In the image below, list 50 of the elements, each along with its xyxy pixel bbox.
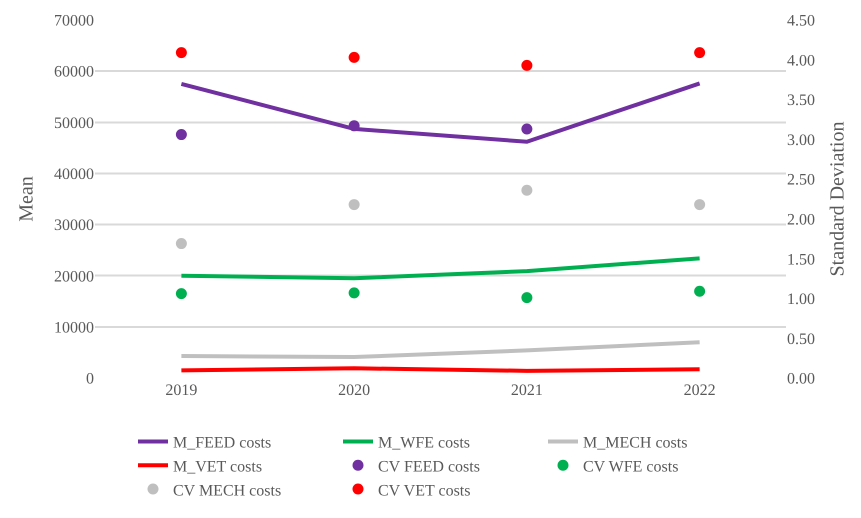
- y-tick-label: 70000: [54, 12, 94, 30]
- point: [694, 286, 706, 297]
- point: [348, 52, 360, 63]
- point: [176, 288, 187, 300]
- legend-label: CV FEED costs: [378, 458, 480, 476]
- point: [694, 199, 706, 210]
- x-tick-label: 2019: [165, 382, 198, 399]
- legend-label: CV WFE costs: [583, 458, 678, 476]
- y-tick-label: 30000: [54, 217, 94, 234]
- y2-tick-label: 4.00: [787, 52, 815, 70]
- legend-label: M_MECH costs: [583, 434, 688, 452]
- legend-label: M_WFE costs: [378, 434, 470, 452]
- legend-label: M_VET costs: [173, 458, 262, 476]
- legend-label: CV VET costs: [378, 482, 470, 500]
- point: [176, 238, 187, 250]
- y-tick-label: 20000: [54, 268, 94, 286]
- y2-tick-label: 1.50: [787, 251, 815, 268]
- point: [521, 292, 532, 304]
- y2-tick-label: 2.00: [787, 211, 815, 228]
- point: [694, 47, 706, 58]
- line-series: [179, 340, 702, 360]
- y2-tick-label: 4.50: [787, 12, 815, 30]
- y2-tick-label: 3.50: [787, 92, 815, 110]
- y-tick-label: 40000: [54, 166, 94, 184]
- point: [348, 199, 360, 210]
- point: [176, 47, 187, 58]
- x-tick-label: 2022: [684, 382, 716, 399]
- legend-label: M_FEED costs: [173, 434, 272, 452]
- y-tick-label: 0: [86, 370, 94, 388]
- point: [176, 129, 187, 140]
- y-tick-label: 50000: [54, 114, 94, 132]
- line-series: [179, 256, 702, 280]
- y2-tick-label: 3.00: [787, 132, 815, 149]
- legend-label: CV MECH costs: [173, 482, 282, 500]
- x-tick-label: 2021: [510, 382, 543, 399]
- y2-tick-label: 2.50: [787, 172, 815, 189]
- point: [521, 184, 532, 196]
- line-series: [179, 81, 702, 144]
- y-tick-label: 60000: [54, 64, 94, 81]
- point: [348, 287, 360, 298]
- y2-tick-label: 0.00: [787, 370, 815, 388]
- point: [521, 123, 532, 134]
- y-tick-label: 10000: [54, 319, 94, 336]
- y2-axis-title: Standard Deviation: [826, 122, 848, 276]
- point: [348, 120, 360, 132]
- y2-tick-label: 1.00: [787, 291, 815, 308]
- y-axis-title: Mean: [16, 176, 38, 222]
- point: [521, 60, 532, 71]
- x-tick-label: 2020: [338, 382, 370, 399]
- y2-tick-label: 0.50: [787, 330, 815, 348]
